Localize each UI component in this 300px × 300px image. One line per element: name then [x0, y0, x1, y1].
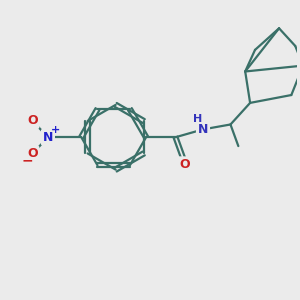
- Text: O: O: [27, 147, 38, 161]
- Text: N: N: [198, 123, 208, 136]
- Text: −: −: [22, 154, 33, 168]
- Text: +: +: [51, 125, 60, 135]
- Text: H: H: [194, 114, 203, 124]
- Text: O: O: [27, 114, 38, 127]
- Text: N: N: [43, 131, 53, 144]
- Text: O: O: [179, 158, 190, 171]
